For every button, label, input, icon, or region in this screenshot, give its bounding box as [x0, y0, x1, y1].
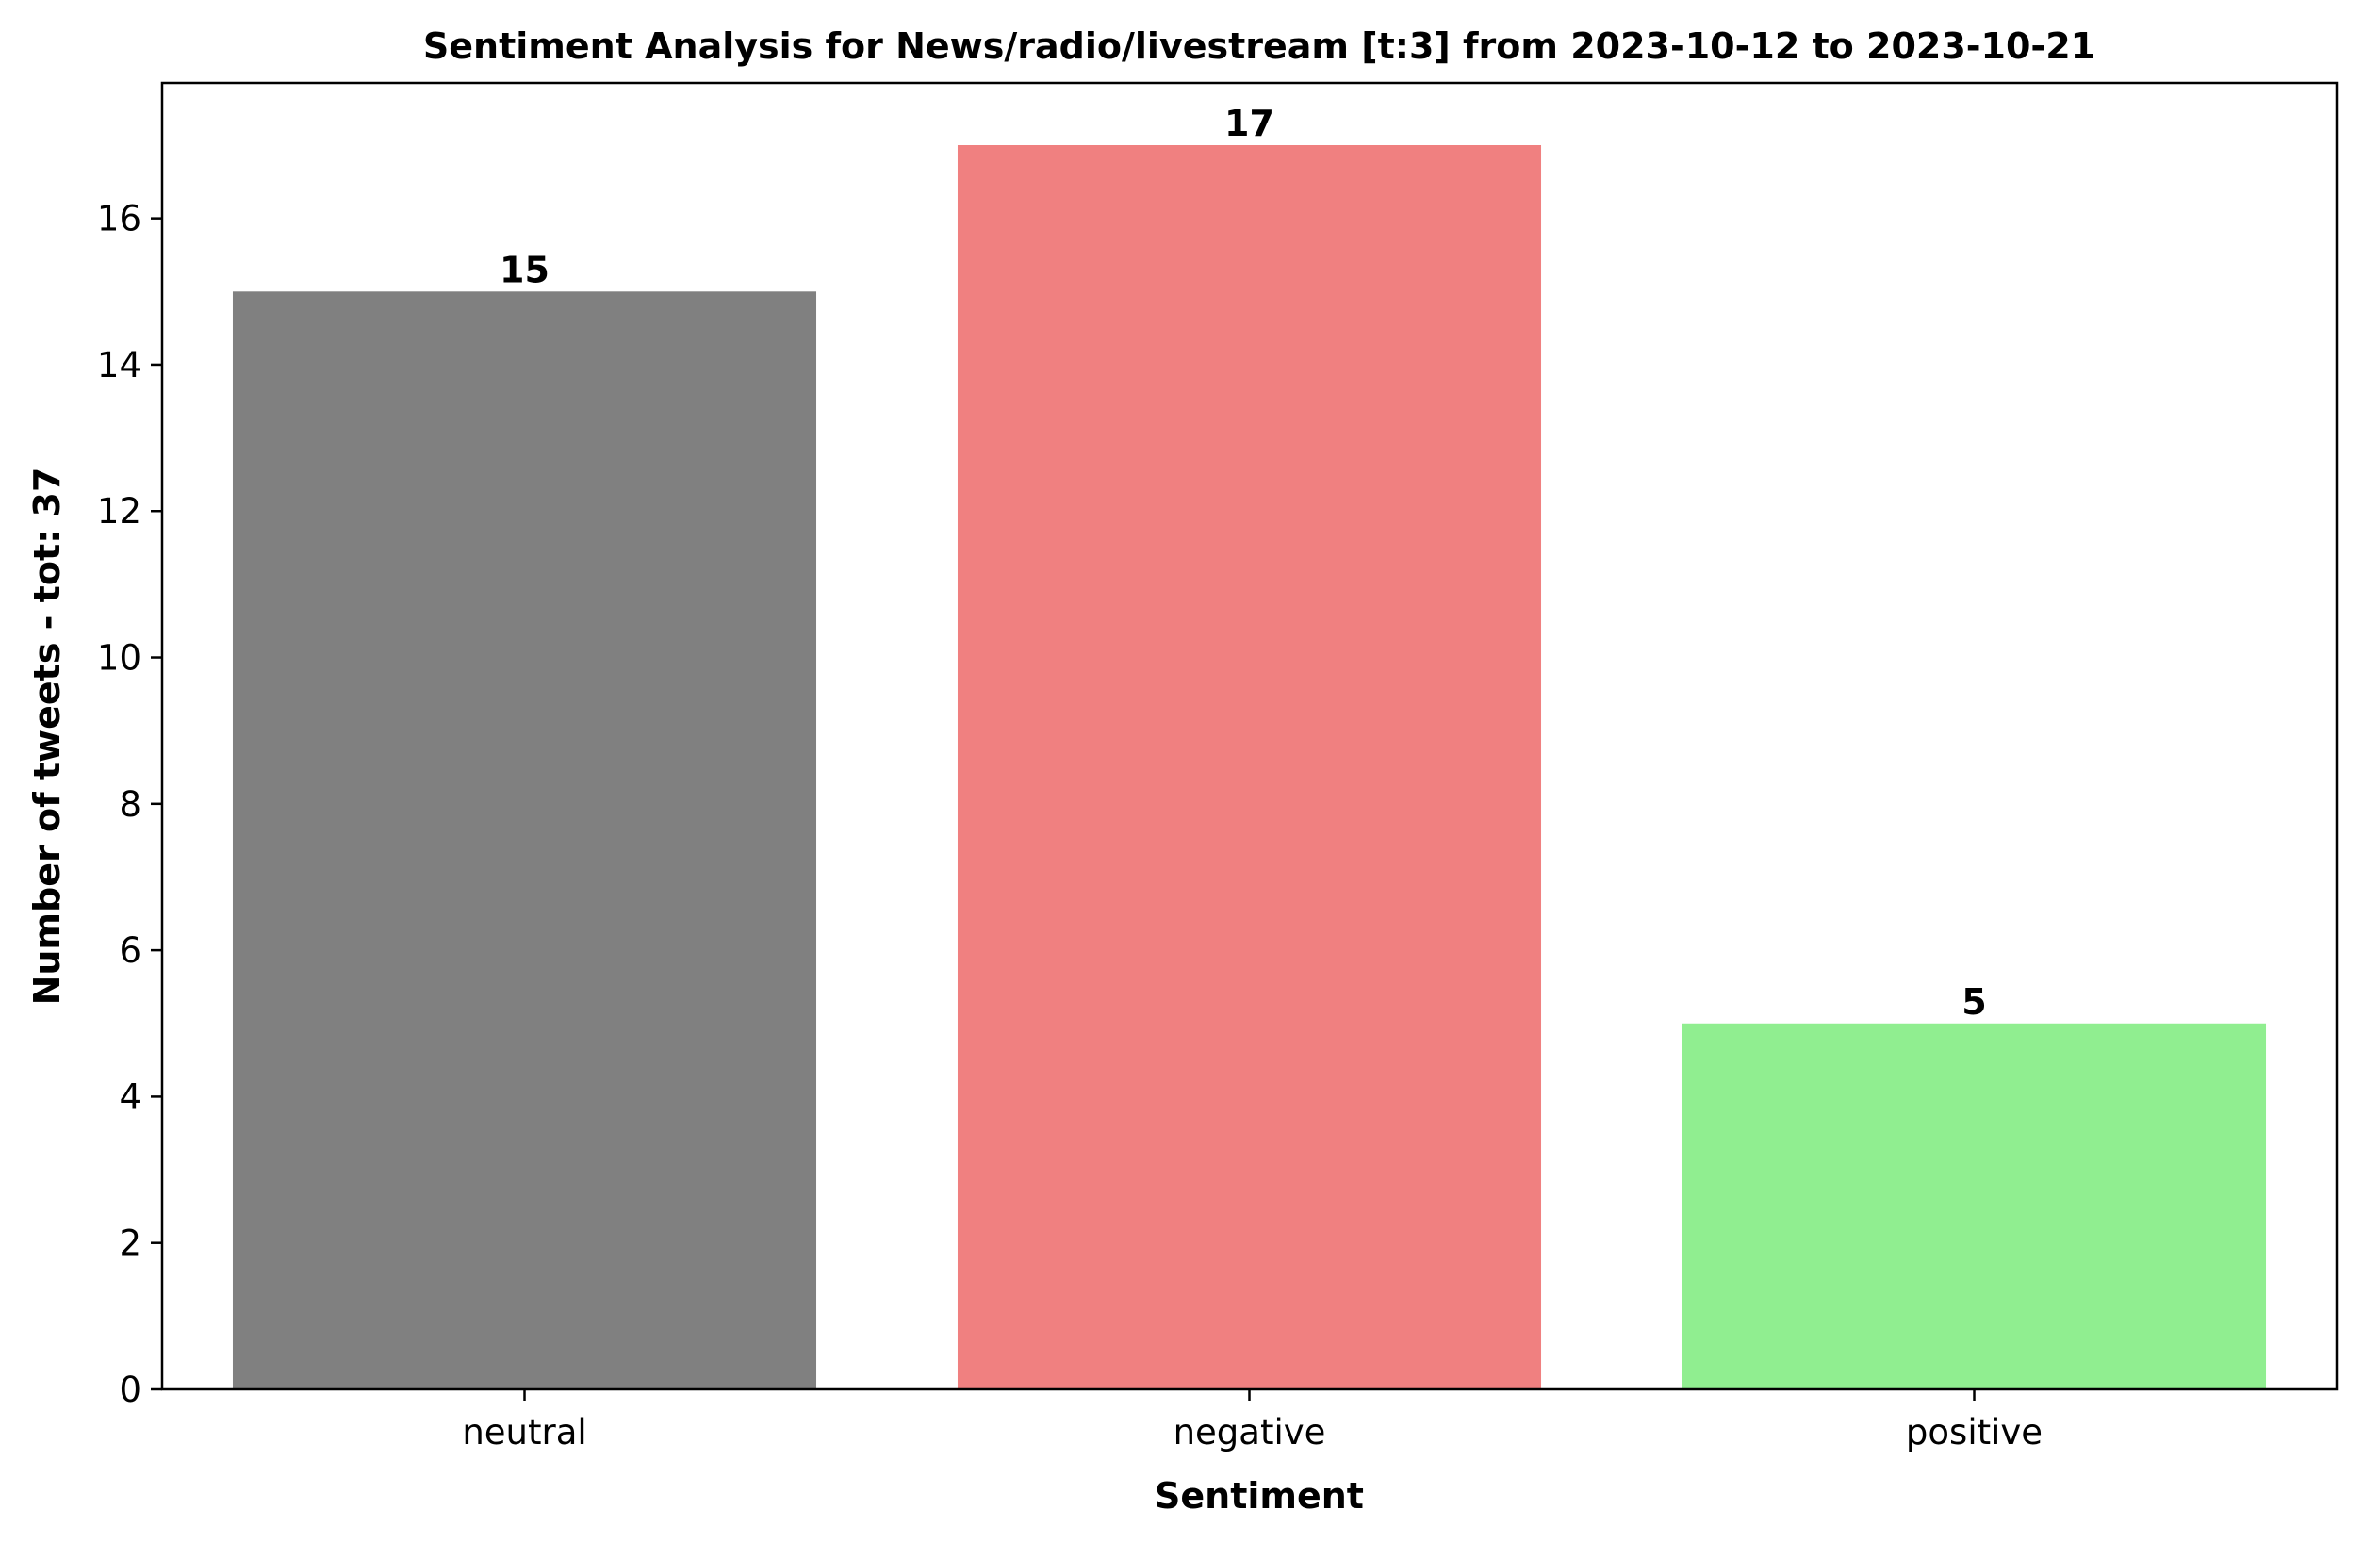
y-tick-label-8: 8 [119, 784, 141, 825]
y-tick-label-14: 14 [97, 345, 141, 386]
data-label-positive: 5 [1961, 981, 1986, 1023]
y-tick-label-0: 0 [119, 1370, 141, 1410]
y-tick-label-10: 10 [97, 638, 141, 679]
x-tick-label-positive: positive [1906, 1412, 2043, 1453]
y-tick-label-12: 12 [97, 491, 141, 532]
y-tick-label-2: 2 [119, 1223, 141, 1264]
x-tick-label-negative: negative [1174, 1412, 1326, 1453]
bar-negative [957, 145, 1542, 1389]
bar-positive [1682, 1023, 2267, 1389]
x-tick-label-neutral: neutral [462, 1412, 586, 1453]
y-tick-label-4: 4 [119, 1076, 141, 1117]
y-axis: 0 2 4 6 8 10 12 14 16 [97, 199, 162, 1410]
y-tick-label-16: 16 [97, 199, 141, 239]
y-axis-label: Number of tweets - tot: 37 [26, 468, 68, 1006]
plot-area: 15 17 5 [232, 103, 2267, 1389]
data-label-negative: 17 [1224, 103, 1274, 144]
x-axis: neutral negative positive [462, 1389, 2043, 1453]
bar-neutral [232, 291, 817, 1389]
x-axis-label: Sentiment [1155, 1475, 1364, 1517]
chart-title: Sentiment Analysis for News/radio/livest… [423, 25, 2095, 67]
y-tick-label-6: 6 [119, 930, 141, 971]
data-label-neutral: 15 [500, 249, 550, 290]
